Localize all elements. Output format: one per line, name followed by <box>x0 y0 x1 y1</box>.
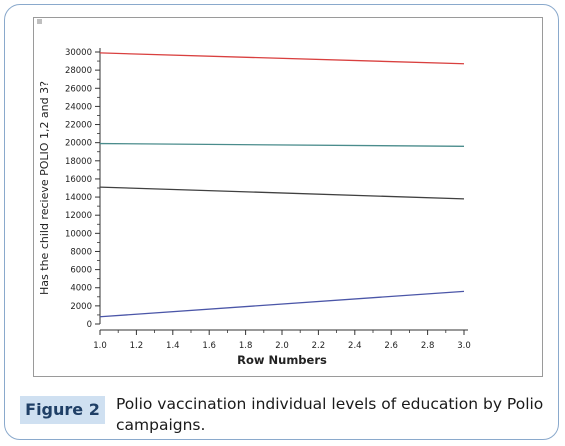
x-tick-label: 3.0 <box>457 341 471 351</box>
series-line-3 <box>99 186 465 200</box>
series-line-2 <box>99 142 465 147</box>
x-tick-label: 1.0 <box>93 341 107 351</box>
y-tick-label: 20000 <box>65 139 92 149</box>
x-tick-label: 2.2 <box>312 341 326 351</box>
x-tick-label: 2.8 <box>421 341 435 351</box>
y-tick-label: 26000 <box>65 84 92 94</box>
y-tick-label: 18000 <box>65 157 92 167</box>
figure-caption: Figure 2 Polio vaccination individual le… <box>20 390 550 438</box>
y-tick-label: 10000 <box>65 229 92 239</box>
x-tick-label: 1.6 <box>202 341 216 351</box>
x-tick-label: 2.4 <box>348 341 362 351</box>
y-tick-label: 24000 <box>65 102 92 112</box>
series-line-4 <box>99 290 465 318</box>
y-tick-label: 22000 <box>65 121 92 131</box>
x-tick-label: 1.4 <box>166 341 180 351</box>
y-tick-label: 14000 <box>65 193 92 203</box>
y-tick-label: 30000 <box>65 48 92 58</box>
x-axis-label: Row Numbers <box>237 353 327 367</box>
figure-caption-text: Polio vaccination individual levels of e… <box>116 395 544 434</box>
y-tick-label: 12000 <box>65 211 92 221</box>
x-tick-label: 2.0 <box>275 341 289 351</box>
figure-frame: 0 2000 4000 6000 8000 10000 12000 14000 16000 180… <box>4 4 559 440</box>
line-chart: 0 2000 4000 6000 8000 10000 12000 14000 16000 180… <box>38 48 471 367</box>
corner-marker <box>37 19 42 24</box>
y-tick-label: 2000 <box>70 302 92 312</box>
series-line-1 <box>99 52 465 65</box>
y-tick-label: 28000 <box>65 66 92 76</box>
x-tick-label: 1.8 <box>239 341 253 351</box>
figure-label: Figure 2 <box>20 396 105 424</box>
x-tick-label: 2.6 <box>384 341 398 351</box>
y-tick-label: 6000 <box>70 266 92 276</box>
y-axis-label: Has the child recieve POLIO 1,2 and 3? <box>38 81 51 295</box>
y-tick-label: 0 <box>87 320 92 330</box>
y-tick-label: 4000 <box>70 284 92 294</box>
plot-box: 0 2000 4000 6000 8000 10000 12000 14000 16000 180… <box>33 17 543 377</box>
y-tick-label: 16000 <box>65 175 92 185</box>
x-tick-label: 1.2 <box>130 341 144 351</box>
y-tick-label: 8000 <box>70 247 92 257</box>
